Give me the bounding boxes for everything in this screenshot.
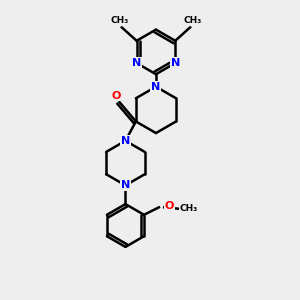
Text: N: N [151,82,160,92]
Text: O: O [112,91,121,100]
Text: N: N [121,180,130,190]
Text: N: N [171,58,180,68]
Text: CH₃: CH₃ [183,16,201,26]
Text: N: N [121,136,130,146]
Text: N: N [132,58,141,68]
Text: O: O [165,201,174,211]
Text: CH₃: CH₃ [179,204,198,213]
Text: CH₃: CH₃ [111,16,129,26]
